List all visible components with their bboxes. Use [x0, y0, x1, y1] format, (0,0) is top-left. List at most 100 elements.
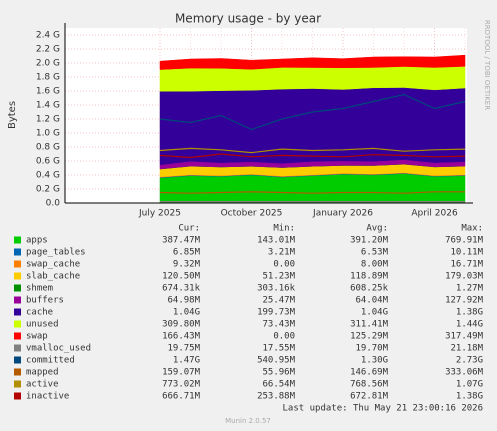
stat-value: 1.30G	[361, 356, 388, 366]
stat-value: 146.69M	[350, 368, 389, 378]
stat-value: 666.71M	[162, 392, 201, 402]
stat-value: 674.31k	[162, 284, 201, 294]
stat-value: 6.85M	[173, 248, 201, 258]
stat-value: 1.27M	[456, 284, 484, 294]
legend-swatch	[14, 392, 21, 400]
legend-swatch	[14, 308, 21, 316]
stat-value: 120.50M	[162, 272, 201, 282]
area	[159, 173, 466, 204]
x-tick-label: October 2025	[221, 209, 283, 219]
stat-value: 159.07M	[162, 368, 201, 378]
y-tick-label: 2.0 G	[36, 59, 60, 69]
stat-value: 317.49M	[445, 332, 484, 342]
legend-label: page_tables	[26, 248, 86, 258]
version: Munin 2.0.57	[225, 417, 271, 425]
legend-label: inactive	[26, 392, 69, 402]
stat-value: 19.75M	[167, 344, 200, 354]
legend-label: active	[26, 380, 59, 390]
stat-value: 199.73M	[257, 308, 296, 318]
legend-swatch	[14, 380, 21, 388]
stat-value: 1.47G	[173, 356, 200, 366]
stat-value: 333.06M	[445, 368, 484, 378]
stat-value: 1.04G	[173, 308, 200, 318]
stat-value: 768.56M	[350, 380, 389, 390]
line	[159, 147, 466, 154]
legend-swatch	[14, 296, 21, 304]
footer: Last update: Thu May 21 23:00:16 2026	[283, 404, 483, 414]
stat-value: 55.96M	[262, 368, 295, 378]
stat-value: 1.38G	[456, 392, 483, 402]
x-tick-label: April 2026	[411, 209, 458, 219]
legend-swatch	[14, 284, 21, 292]
stat-value: 73.43M	[262, 320, 295, 330]
chart-title: Memory usage - by year	[175, 12, 321, 26]
legend-label: vmalloc_used	[26, 344, 91, 354]
stat-value: 179.03M	[445, 272, 484, 282]
legend-label: swap_cache	[26, 260, 80, 270]
stat-header: Cur:	[178, 224, 200, 234]
stat-value: 16.71M	[450, 260, 483, 270]
stat-header: Min:	[273, 224, 295, 234]
stat-value: 19.70M	[355, 344, 388, 354]
y-axis-label: Bytes	[7, 101, 18, 129]
stat-value: 10.11M	[450, 248, 483, 258]
stat-value: 309.80M	[162, 320, 201, 330]
stat-value: 51.23M	[262, 272, 295, 282]
stat-value: 17.55M	[262, 344, 295, 354]
stat-value: 2.73G	[456, 356, 483, 366]
legend-label: cache	[26, 308, 53, 318]
stat-value: 0.00	[273, 260, 295, 270]
legend-swatch	[14, 236, 21, 244]
y-tick-label: 1.4 G	[36, 101, 60, 111]
legend-swatch	[14, 260, 21, 268]
stat-value: 6.53M	[361, 248, 389, 258]
legend-swatch	[14, 248, 21, 256]
legend-swatch	[14, 344, 21, 352]
legend-label: slab_cache	[26, 272, 80, 282]
y-tick-label: 2.2 G	[36, 45, 60, 55]
y-tick-label: 1.6 G	[36, 87, 60, 97]
side-text: RRDTOOL / TOBI OETIKER	[483, 20, 491, 110]
stat-value: 311.41M	[350, 320, 389, 330]
x-tick-label: January 2026	[312, 209, 373, 219]
stat-value: 3.21M	[268, 248, 296, 258]
stat-value: 125.29M	[350, 332, 389, 342]
area	[159, 87, 466, 166]
line	[159, 191, 465, 194]
stat-value: 9.32M	[173, 260, 201, 270]
legend-swatch	[14, 368, 21, 376]
stat-value: 253.88M	[257, 392, 296, 402]
legend-label: apps	[26, 236, 48, 246]
legend-label: unused	[26, 320, 59, 330]
stat-value: 1.38G	[456, 308, 483, 318]
stat-value: 387.47M	[162, 236, 201, 246]
stat-header: Max:	[461, 224, 483, 234]
stat-value: 1.44G	[456, 320, 483, 330]
x-tick-label: July 2025	[138, 209, 181, 219]
y-tick-label: 1.8 G	[36, 73, 60, 83]
y-tick-label: 0.8 G	[36, 143, 60, 153]
stat-header: Avg:	[366, 224, 388, 234]
stat-value: 118.89M	[350, 272, 389, 282]
stat-value: 391.20M	[350, 236, 389, 246]
stat-value: 1.07G	[456, 380, 483, 390]
y-tick-label: 0.2 G	[36, 185, 60, 195]
legend-swatch	[14, 320, 21, 328]
y-tick-label: 1.0 G	[36, 129, 60, 139]
y-tick-label: 1.2 G	[36, 115, 60, 125]
legend-swatch	[14, 272, 21, 280]
stat-value: 303.16k	[257, 284, 296, 294]
legend-label: committed	[26, 356, 75, 366]
stat-value: 21.18M	[450, 344, 483, 354]
stat-value: 127.92M	[445, 296, 484, 306]
line	[159, 153, 466, 159]
y-tick-label: 0.6 G	[36, 157, 60, 167]
stat-value: 143.01M	[257, 236, 296, 246]
stat-value: 540.95M	[257, 356, 296, 366]
stat-value: 64.98M	[167, 296, 200, 306]
stat-value: 608.25k	[350, 284, 389, 294]
stat-value: 166.43M	[162, 332, 201, 342]
legend-swatch	[14, 332, 21, 340]
